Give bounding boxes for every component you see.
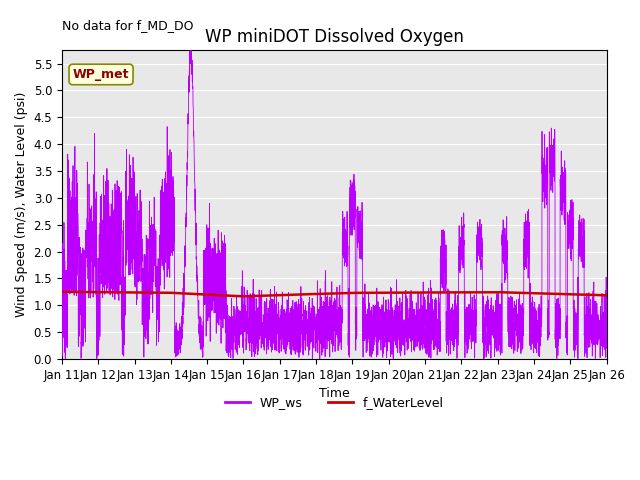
Legend: WP_ws, f_WaterLevel: WP_ws, f_WaterLevel xyxy=(220,391,449,414)
Title: WP miniDOT Dissolved Oxygen: WP miniDOT Dissolved Oxygen xyxy=(205,28,463,46)
Y-axis label: Wind Speed (m/s), Water Level (psi): Wind Speed (m/s), Water Level (psi) xyxy=(15,92,28,317)
Text: No data for f_MD_DO: No data for f_MD_DO xyxy=(62,19,193,32)
X-axis label: Time: Time xyxy=(319,387,349,400)
Text: WP_met: WP_met xyxy=(73,68,129,81)
